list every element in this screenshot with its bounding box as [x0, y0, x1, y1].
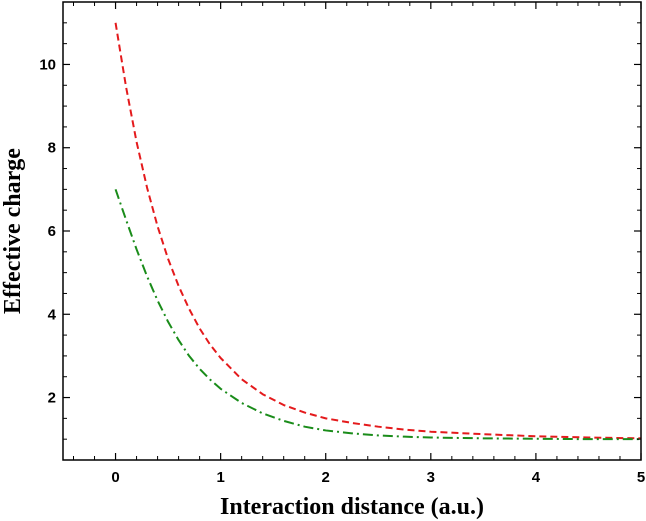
- x-tick-label: 4: [532, 469, 541, 486]
- series-line-2: [114, 189, 641, 441]
- series-line-1: [114, 22, 642, 440]
- y-axis-title: Effective charge: [0, 148, 26, 314]
- x-tick-label: 5: [637, 469, 645, 486]
- y-tick-label: 8: [48, 140, 56, 157]
- ticks-layer: 0 1 2 3 4 5 2 4 6 8 10: [39, 1, 645, 486]
- x-axis-title: Interaction distance (a.u.): [220, 494, 484, 520]
- x-tick-label: 1: [216, 469, 224, 486]
- y-tick-label: 4: [48, 306, 57, 323]
- series-layer: [114, 22, 642, 441]
- x-tick-label: 3: [427, 469, 435, 486]
- y-tick-label: 6: [48, 223, 56, 240]
- y-tick-label: 10: [39, 56, 56, 73]
- x-tick-label: 0: [111, 469, 119, 486]
- y-tick-label: 2: [48, 390, 56, 407]
- plot-frame: [62, 1, 642, 461]
- x-tick-label: 2: [322, 469, 330, 486]
